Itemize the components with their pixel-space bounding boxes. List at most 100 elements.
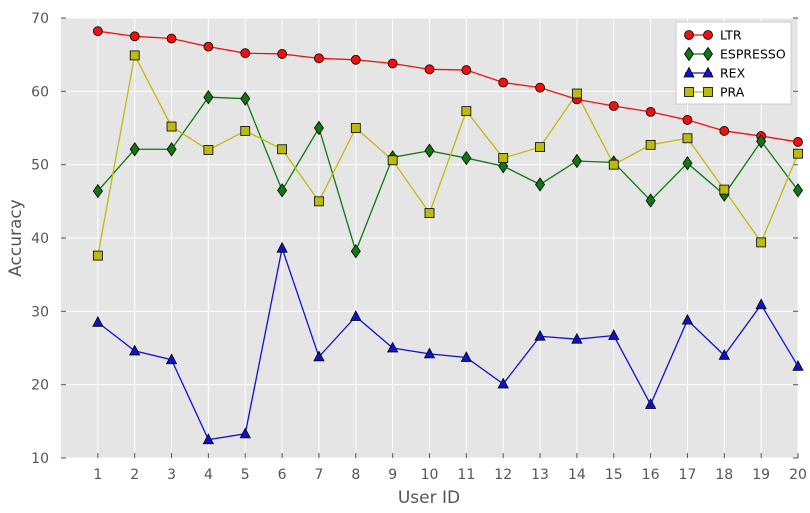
x-tick-label: 7 <box>314 467 323 483</box>
data-point-espresso <box>793 183 803 198</box>
data-point-pra <box>166 121 177 132</box>
data-point-pra <box>572 88 582 99</box>
x-axis-title: User ID <box>398 488 460 508</box>
data-point-espresso <box>203 89 214 105</box>
data-point-rex <box>165 353 178 365</box>
y-tick-label: 30 <box>31 304 49 320</box>
data-point-rex <box>239 427 251 439</box>
legend-label-pra: PRA <box>720 85 745 100</box>
data-point-pra <box>203 145 214 155</box>
data-point-pra <box>719 184 730 195</box>
data-point-pra <box>535 142 545 152</box>
x-tick-label: 5 <box>241 467 250 483</box>
x-axis-ticks: 1 2 3 4 5 6 7 8 9 10 11 12 13 14 15 16 17 18 19 20 <box>93 453 807 483</box>
data-point-espresso <box>129 142 140 157</box>
data-point-pra <box>461 106 472 117</box>
x-tick-label: 14 <box>568 467 586 483</box>
y-axis-title: Accuracy <box>6 199 26 277</box>
legend-label-espresso: ESPRESSO <box>720 47 786 62</box>
data-point-ltr <box>535 82 545 93</box>
data-point-rex <box>608 329 620 340</box>
data-point-ltr <box>461 65 472 75</box>
legend-box <box>675 21 792 105</box>
data-point-rex <box>460 351 473 362</box>
data-point-espresso <box>313 120 324 136</box>
data-point-rex <box>92 315 104 327</box>
series-line-rex <box>97 245 799 441</box>
data-point-pra <box>645 139 656 150</box>
data-point-ltr <box>645 106 656 117</box>
data-point-rex <box>386 341 399 353</box>
y-tick-label: 70 <box>31 11 49 27</box>
data-point-espresso <box>277 183 288 198</box>
y-tick-label: 50 <box>31 158 49 174</box>
data-point-ltr <box>277 49 288 59</box>
data-point-ltr <box>387 58 398 69</box>
data-point-pra <box>608 159 619 170</box>
series-markers <box>92 26 804 445</box>
y-tick-label: 20 <box>31 378 49 394</box>
data-point-pra <box>387 155 398 166</box>
legend-label-rex: REX <box>720 66 746 81</box>
data-point-espresso <box>756 133 767 149</box>
legend-marker-espresso <box>703 46 713 62</box>
data-point-espresso <box>240 91 251 106</box>
data-point-ltr <box>350 54 361 65</box>
x-tick-label: 6 <box>278 467 287 483</box>
data-point-rex <box>423 347 436 359</box>
legend-marker-pra <box>684 87 694 97</box>
data-point-pra <box>129 50 140 61</box>
data-point-rex <box>681 313 694 325</box>
legend-marker-rex <box>683 66 695 78</box>
data-point-espresso <box>424 143 435 158</box>
data-point-espresso <box>571 153 582 169</box>
data-point-espresso <box>350 243 361 259</box>
data-point-rex <box>202 433 215 445</box>
x-tick-label: 18 <box>715 467 733 483</box>
series-lines <box>97 30 799 441</box>
data-point-rex <box>644 398 657 409</box>
data-point-pra <box>498 153 509 163</box>
x-tick-label: 20 <box>789 467 807 483</box>
x-tick-label: 11 <box>457 467 475 483</box>
data-point-espresso <box>461 150 472 166</box>
x-tick-label: 2 <box>130 467 139 483</box>
data-point-pra <box>756 237 767 248</box>
x-tick-label: 19 <box>752 467 770 483</box>
x-tick-label: 3 <box>167 467 176 483</box>
data-point-espresso <box>92 183 103 199</box>
data-point-rex <box>497 377 509 389</box>
data-point-ltr <box>719 126 730 136</box>
x-tick-label: 17 <box>679 467 697 483</box>
y-tick-label: 10 <box>31 451 49 467</box>
data-point-ltr <box>203 41 214 52</box>
data-point-pra <box>314 196 324 207</box>
data-point-rex <box>129 344 141 356</box>
data-point-pra <box>277 144 288 155</box>
data-point-ltr <box>240 48 251 59</box>
data-point-rex <box>755 298 767 310</box>
data-point-ltr <box>92 26 103 37</box>
data-point-rex <box>718 348 730 360</box>
legend-marker-ltr <box>684 30 694 40</box>
data-point-espresso <box>535 177 546 192</box>
data-point-espresso <box>645 193 656 208</box>
x-tick-label: 13 <box>531 467 549 483</box>
data-point-ltr <box>793 137 803 147</box>
data-point-ltr <box>166 33 177 44</box>
x-tick-label: 1 <box>93 467 102 483</box>
data-point-pra <box>793 148 803 159</box>
data-point-rex <box>792 359 804 371</box>
y-tick-label: 60 <box>31 84 49 100</box>
series-line-ltr <box>97 30 799 143</box>
data-point-pra <box>350 123 361 133</box>
legend-marker-pra <box>703 87 713 97</box>
data-point-rex <box>276 241 288 253</box>
legend-marker-rex <box>702 66 714 78</box>
legend-marker-espresso <box>684 46 694 62</box>
data-point-espresso <box>166 142 177 157</box>
data-point-pra <box>240 126 251 136</box>
data-point-ltr <box>314 53 324 64</box>
y-tick-label: 40 <box>31 231 49 247</box>
